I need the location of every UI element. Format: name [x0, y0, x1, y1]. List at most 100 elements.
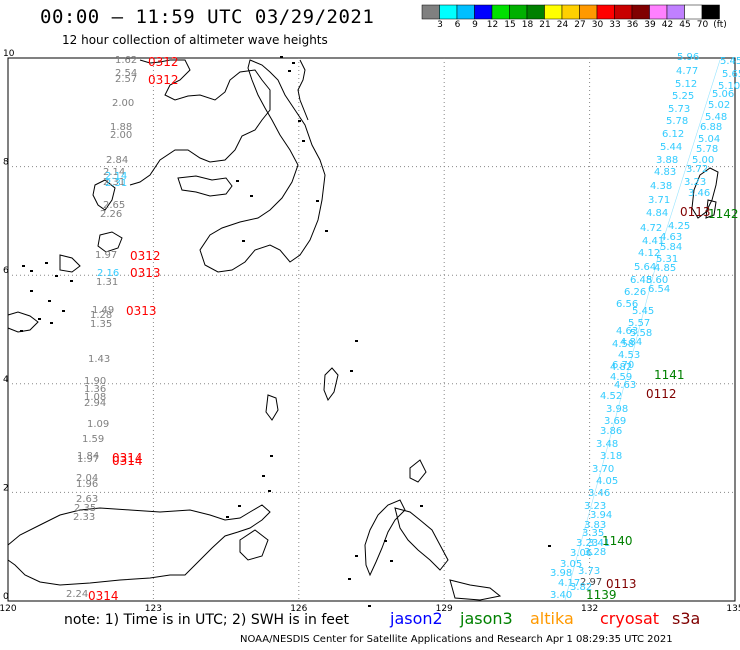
legend-label: 42 [661, 20, 674, 30]
x-tick-label: 120 [0, 604, 17, 614]
pass-time-label: 0312 [130, 249, 161, 263]
swh-value-east: 3.46 [588, 488, 610, 499]
swh-value-east: 6.26 [624, 287, 646, 298]
small-island [30, 290, 33, 292]
legend-label: 15 [504, 20, 516, 30]
swh-value-east: 3.98 [550, 568, 572, 579]
swh-value-east: 3.98 [606, 404, 628, 415]
legend-label: 24 [556, 20, 569, 30]
small-island [280, 56, 283, 58]
legend-label: 12 [486, 20, 499, 30]
satellite-track-line [564, 59, 721, 601]
swh-value-east: 4.25 [668, 221, 690, 232]
coastline [364, 499, 406, 577]
swh-value-east: 3.35 [582, 528, 604, 539]
swh-value-west: 2.35 [74, 503, 96, 514]
small-island [384, 540, 387, 542]
swh-value-west: 2.00 [110, 130, 132, 141]
swh-value-west: 2.57 [115, 74, 137, 85]
small-island [48, 300, 51, 302]
mission-name-jason3: jason3 [460, 609, 513, 628]
x-tick-label: 132 [581, 604, 598, 614]
small-island [390, 560, 393, 562]
swh-value-west: 2.63 [76, 494, 98, 505]
coastline [199, 59, 326, 273]
swh-value-east: 5.78 [666, 116, 688, 127]
swh-value-west: 2.14 [103, 167, 125, 178]
swh-value-west: 2.26 [100, 209, 122, 220]
swh-value-east: 3.69 [604, 416, 626, 427]
pass-time-label: 0314 [112, 454, 143, 468]
small-island [242, 240, 245, 242]
pass-time-label: 1140 [602, 534, 633, 548]
swh-value-west: 2.24 [66, 589, 88, 600]
swh-value-east: 5.78 [696, 144, 718, 155]
coastline [394, 507, 449, 571]
swh-value-east: 6.12 [662, 129, 684, 140]
swh-value-west-cyan: 2.14 [105, 171, 127, 182]
swh-value-east: 4.63 [616, 326, 638, 337]
small-island [45, 262, 48, 264]
swh-value-east: 5.25 [672, 91, 694, 102]
legend-label: 21 [539, 20, 551, 30]
small-island [298, 120, 301, 122]
swh-value-east: 3.18 [600, 451, 622, 462]
swh-value-east: 4.77 [676, 66, 698, 77]
swh-value-east: 3.88 [656, 155, 678, 166]
pass-time-label: 1142 [708, 207, 739, 221]
swh-value-west: 1.84 [77, 451, 99, 462]
pass-time-label: 0313 [130, 266, 161, 280]
swh-value-east: 3.73 [578, 566, 600, 577]
swh-value-east: 3.86 [600, 426, 622, 437]
swh-value-west: 1.97 [95, 250, 117, 261]
coastline [297, 59, 309, 121]
swh-value-west: 1.96 [76, 479, 98, 490]
y-tick-label: 0 [3, 592, 9, 602]
swh-value-east: 5.02 [708, 100, 730, 111]
small-island [236, 180, 239, 182]
small-island [350, 370, 353, 372]
swh-value-east: 5.60 [646, 275, 668, 286]
legend-swatch [701, 4, 720, 20]
swh-value-east: 3.06 [570, 548, 592, 559]
swh-value-east: 4.82 [610, 362, 632, 373]
swh-value-east: 2.97 [580, 577, 602, 588]
legend-label: 39 [644, 20, 656, 30]
small-island [316, 200, 319, 202]
swh-value-west: 2.84 [106, 155, 128, 166]
mission-name-altika: altika [530, 609, 574, 628]
legend-label: 6 [454, 20, 461, 30]
swh-value-east: 6.48 [630, 275, 652, 286]
small-island [292, 62, 295, 64]
small-island [22, 265, 25, 267]
swh-value-east: 3.40 [550, 590, 572, 601]
swh-value-east: 4.12 [638, 248, 660, 259]
swh-value-east: 3.05 [560, 559, 582, 570]
y-tick-label: 6 [3, 266, 9, 276]
swh-value-west: 2.94 [84, 398, 106, 409]
color-legend [421, 4, 720, 20]
x-tick-label: 123 [145, 604, 162, 614]
coastline [7, 504, 271, 586]
small-island [420, 505, 423, 507]
legend-label: 70 [696, 20, 709, 30]
map-subtitle: 12 hour collection of altimeter wave hei… [62, 33, 328, 47]
swh-value-east: 3.41 [588, 538, 610, 549]
small-island [348, 578, 351, 580]
swh-value-east: 4.17 [558, 578, 580, 589]
legend-label: 9 [472, 20, 478, 30]
coastline [97, 231, 123, 253]
coastline [92, 179, 116, 211]
swh-value-east: 4.63 [660, 232, 682, 243]
swh-value-west: 2.33 [73, 512, 95, 523]
small-island [548, 545, 551, 547]
swh-value-east: 4.59 [610, 372, 632, 383]
swh-value-west: 1.90 [84, 376, 106, 387]
pass-time-label: 0113 [606, 577, 637, 591]
small-island [50, 322, 53, 324]
coastline [239, 529, 269, 561]
swh-value-west: 2.54 [115, 68, 137, 79]
coastline [705, 199, 717, 219]
swh-value-west: 2.65 [103, 200, 125, 211]
small-island [325, 230, 328, 232]
